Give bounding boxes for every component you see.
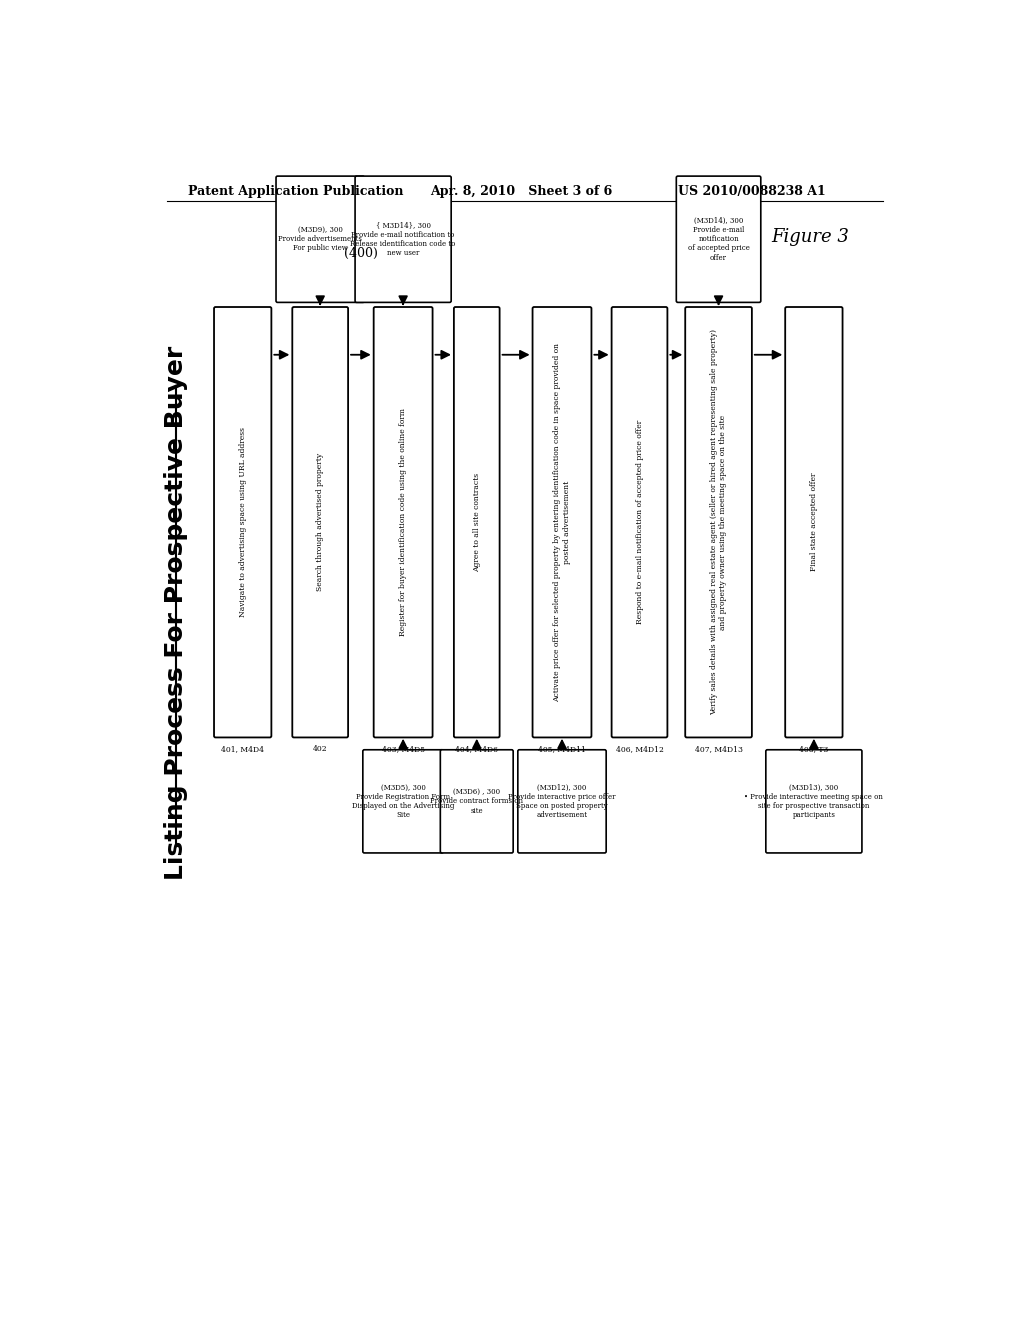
Text: Navigate to advertising space using URL address: Navigate to advertising space using URL … <box>239 428 247 618</box>
Text: 403, M4D5: 403, M4D5 <box>382 744 425 754</box>
FancyBboxPatch shape <box>292 308 348 738</box>
Bar <box>163 213 884 1078</box>
Text: Apr. 8, 2010   Sheet 3 of 6: Apr. 8, 2010 Sheet 3 of 6 <box>430 185 612 198</box>
Text: { M3D14}, 300
Provide e-mail notification to
Release identification code to
new : { M3D14}, 300 Provide e-mail notificatio… <box>350 222 456 257</box>
FancyBboxPatch shape <box>766 750 862 853</box>
FancyBboxPatch shape <box>276 176 365 302</box>
Text: US 2010/0088238 A1: US 2010/0088238 A1 <box>678 185 826 198</box>
Text: 404, M4D6: 404, M4D6 <box>456 744 499 754</box>
Text: Agree to all site contracts: Agree to all site contracts <box>473 473 480 572</box>
Text: Figure 3: Figure 3 <box>771 227 849 246</box>
FancyBboxPatch shape <box>785 308 843 738</box>
Text: 407, M4D13: 407, M4D13 <box>694 744 742 754</box>
Text: (M3D9), 300
Provide advertisements
For public view: (M3D9), 300 Provide advertisements For p… <box>279 226 362 252</box>
Text: (M3D5), 300
Provide Registration Form
Displayed on the Advertising
Site: (M3D5), 300 Provide Registration Form Di… <box>352 784 455 820</box>
Text: (M3D14), 300
Provide e-mail
notification
of accepted price
offer: (M3D14), 300 Provide e-mail notification… <box>687 216 750 261</box>
Text: Search through advertised property: Search through advertised property <box>316 453 325 591</box>
FancyBboxPatch shape <box>518 750 606 853</box>
FancyBboxPatch shape <box>676 176 761 302</box>
Text: 408, T3: 408, T3 <box>799 744 828 754</box>
Text: (400): (400) <box>344 247 378 260</box>
Text: 402: 402 <box>313 744 328 754</box>
FancyBboxPatch shape <box>532 308 592 738</box>
FancyBboxPatch shape <box>355 176 452 302</box>
Text: (M3D12), 300
Provide interactive price offer
Space on posted property
advertisem: (M3D12), 300 Provide interactive price o… <box>508 784 615 820</box>
FancyBboxPatch shape <box>685 308 752 738</box>
Text: Respond to e-mail notification of accepted price offer: Respond to e-mail notification of accept… <box>636 420 643 624</box>
Text: Patent Application Publication: Patent Application Publication <box>188 185 403 198</box>
FancyBboxPatch shape <box>362 750 443 853</box>
FancyBboxPatch shape <box>454 308 500 738</box>
Text: Listing Process For Prospective Buyer: Listing Process For Prospective Buyer <box>164 346 188 880</box>
Text: (M3D6) , 300
Provide contract forms on
site: (M3D6) , 300 Provide contract forms on s… <box>430 788 523 814</box>
FancyBboxPatch shape <box>440 750 513 853</box>
FancyBboxPatch shape <box>214 308 271 738</box>
Text: (M3D13), 300
• Provide interactive meeting space on
site for prospective transac: (M3D13), 300 • Provide interactive meeti… <box>744 784 884 820</box>
FancyBboxPatch shape <box>374 308 432 738</box>
Text: Final state accepted offer: Final state accepted offer <box>810 473 818 572</box>
Text: 401, M4D4: 401, M4D4 <box>221 744 264 754</box>
FancyBboxPatch shape <box>611 308 668 738</box>
Text: 405, M4D11: 405, M4D11 <box>538 744 586 754</box>
Text: Activate price offer for selected property by entering identification code in sp: Activate price offer for selected proper… <box>553 343 570 702</box>
Text: Verify sales details with assigned real estate agent (seller or hired agent repr: Verify sales details with assigned real … <box>710 329 727 715</box>
Text: 406, M4D12: 406, M4D12 <box>615 744 664 754</box>
Text: Register for buyer identification code using the online form: Register for buyer identification code u… <box>399 408 408 636</box>
